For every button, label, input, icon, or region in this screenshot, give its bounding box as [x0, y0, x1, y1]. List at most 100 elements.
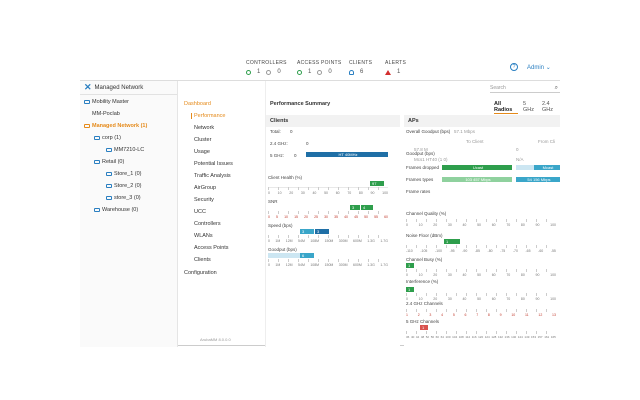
- collapse-x-icon[interactable]: ✕: [84, 82, 92, 92]
- nav-airgroup[interactable]: AirGroup: [194, 185, 217, 191]
- search-icon[interactable]: ⌕: [554, 85, 558, 91]
- ch24-tick-label: 4: [441, 313, 444, 317]
- overall-goodput-label: Overall Goodput (bps): [406, 129, 451, 134]
- rate-bar-2[interactable]: 54 156 Mbps: [516, 177, 560, 182]
- user-name: Admin: [527, 65, 545, 71]
- speed-tick-label: 12M: [285, 239, 293, 243]
- tree-node-label: Managed Network (1): [92, 123, 148, 129]
- ch24-tick-label: 10: [511, 313, 516, 317]
- busy-bar[interactable]: 1: [406, 263, 414, 268]
- speed-ticks: 0 1M 12M 54M 108M 150M 300M 600M 1.3G 1.7G: [268, 239, 388, 243]
- ch24-tick-label: 11: [524, 313, 529, 317]
- speed-bar-b[interactable]: 3: [315, 229, 329, 234]
- ch5-tick-label: 153: [530, 335, 536, 339]
- tree-node-retail[interactable]: Retail (0): [94, 159, 124, 165]
- goodput-tick-label: 0: [268, 263, 270, 267]
- tree-node-store-3[interactable]: store_3 (0): [106, 195, 141, 201]
- snr-tick-label: 45: [354, 215, 358, 219]
- goodput-bar[interactable]: 6: [300, 253, 314, 258]
- folder-icon: [94, 208, 100, 212]
- tree-node-mm7210[interactable]: MM7210-LC: [106, 147, 144, 153]
- tree-node-mobility-master[interactable]: Mobility Master: [84, 99, 129, 105]
- nav-traffic-analysis[interactable]: Traffic Analysis: [194, 173, 231, 179]
- frames-types-label: Frames types: [406, 177, 434, 182]
- ch5-tick-label: 44: [415, 335, 420, 339]
- rate-bar[interactable]: 103 457 Mbps: [442, 177, 512, 182]
- ch5-bar[interactable]: 1: [420, 325, 428, 330]
- nav-dashboard[interactable]: Dashboard: [184, 101, 211, 107]
- ch24-label: 2.4 GHz Channels: [406, 301, 443, 306]
- version-text: ArubaMM 8.0.0.0: [200, 337, 231, 342]
- nav-potential-issues[interactable]: Potential Issues: [194, 161, 233, 167]
- tree-node-managed-network[interactable]: Managed Network (1): [84, 123, 147, 129]
- nav-clients[interactable]: Clients: [194, 257, 211, 263]
- interf-tick-label: 30: [447, 297, 452, 301]
- tree-node-corp[interactable]: corp (1): [94, 135, 121, 141]
- band24-label: 2.4 GHz:: [270, 141, 288, 146]
- unicast-bar-light: [516, 165, 534, 170]
- folder-icon: [84, 100, 90, 104]
- tree-node-warehouse[interactable]: Warehouse (0): [94, 207, 138, 213]
- tab-24ghz[interactable]: 2.4 GHz: [541, 101, 553, 113]
- user-menu[interactable]: Admin ⌄: [527, 64, 551, 71]
- snr-bar-a-label: 3: [352, 205, 355, 210]
- nav-performance[interactable]: Performance: [191, 113, 226, 119]
- noise-tick-label: -85: [474, 249, 480, 253]
- tab-all-radios[interactable]: All Radios: [494, 101, 519, 114]
- noise-floor-label: Noise Floor (dBm): [406, 233, 443, 238]
- busy-bar-label: 1: [408, 263, 411, 268]
- snr-bar-b[interactable]: 4: [361, 205, 373, 210]
- speed-tick-label: 0: [268, 239, 270, 243]
- nav-usage[interactable]: Usage: [194, 149, 210, 155]
- speed-tick-label: 54M: [298, 239, 305, 243]
- mcast-bar[interactable]: Mcast: [534, 165, 560, 170]
- band5-bar[interactable]: HT 40MHz: [306, 152, 388, 157]
- search-input[interactable]: Search ⌕: [490, 85, 560, 93]
- noise-ticks: -110 -105 -100 -95 -90 -85 -80 -75 -70 -65 -60 -55: [406, 249, 556, 253]
- nav-configuration[interactable]: Configuration: [184, 270, 217, 276]
- ok-icon: [297, 69, 302, 75]
- speed-bar-a[interactable]: 3: [300, 229, 314, 234]
- tree-node-mm-poclab[interactable]: MM-Poclab: [92, 111, 120, 117]
- nav-security[interactable]: Security: [194, 197, 214, 203]
- goodput-tickmarks: [268, 259, 388, 262]
- busy-tick-label: 60: [491, 273, 496, 277]
- snr-bar-a[interactable]: 3: [350, 205, 360, 210]
- stat-alerts[interactable]: ALERTS 1: [385, 60, 435, 75]
- folder-icon: [84, 124, 90, 128]
- health-bar[interactable]: 97: [370, 181, 384, 186]
- ch5-tick-label: 104: [452, 335, 458, 339]
- tree-node-store-2[interactable]: Store_2 (0): [106, 183, 142, 189]
- to-client-header: To Client: [466, 139, 484, 144]
- nav-ucc[interactable]: UCC: [194, 209, 206, 215]
- help-icon[interactable]: ?: [510, 63, 518, 71]
- snr-ticks: 0 5 10 15 20 25 30 35 40 45 50 55 60: [268, 215, 388, 219]
- ch5-tickmarks: [406, 331, 556, 334]
- nav-network[interactable]: Network: [194, 125, 215, 131]
- ch24-tick-label: 13: [552, 313, 556, 317]
- tree-node-store-1[interactable]: Store_1 (0): [106, 171, 142, 177]
- stat-clients[interactable]: CLIENTS 6: [349, 60, 399, 75]
- ch24-tick-label: 3: [429, 313, 432, 317]
- health-tick-label: 50: [324, 191, 328, 195]
- snr-tick-label: 5: [276, 215, 278, 219]
- snr-tick-label: 60: [384, 215, 388, 219]
- interference-bar[interactable]: 1: [406, 287, 414, 292]
- goodput-tick-label: 54M: [298, 263, 305, 267]
- nav-controllers[interactable]: Controllers: [194, 221, 221, 227]
- stat-controllers[interactable]: CONTROLLERS 1 0: [246, 60, 296, 75]
- rate-bar-2-label: 54 156 Mbps: [527, 177, 551, 182]
- chevron-down-icon: ⌄: [545, 65, 551, 71]
- noise-bar[interactable]: 1: [444, 239, 460, 244]
- noise-tick-label: -80: [487, 249, 493, 253]
- stat-access-points[interactable]: ACCESS POINTS 1 0: [297, 60, 347, 75]
- nav-access-points[interactable]: Access Points: [194, 245, 229, 251]
- health-bar-label: 97: [372, 181, 377, 186]
- unicast-bar[interactable]: Ucast: [442, 165, 512, 170]
- tab-5ghz[interactable]: 5 GHz: [523, 101, 535, 113]
- nav-cluster[interactable]: Cluster: [194, 137, 212, 143]
- nav-wlans[interactable]: WLANs: [194, 233, 213, 239]
- frames-dropped-label: Frames dropped: [406, 165, 440, 170]
- rate-bar-label: 103 457 Mbps: [465, 177, 491, 182]
- health-tick-label: 30: [300, 191, 305, 195]
